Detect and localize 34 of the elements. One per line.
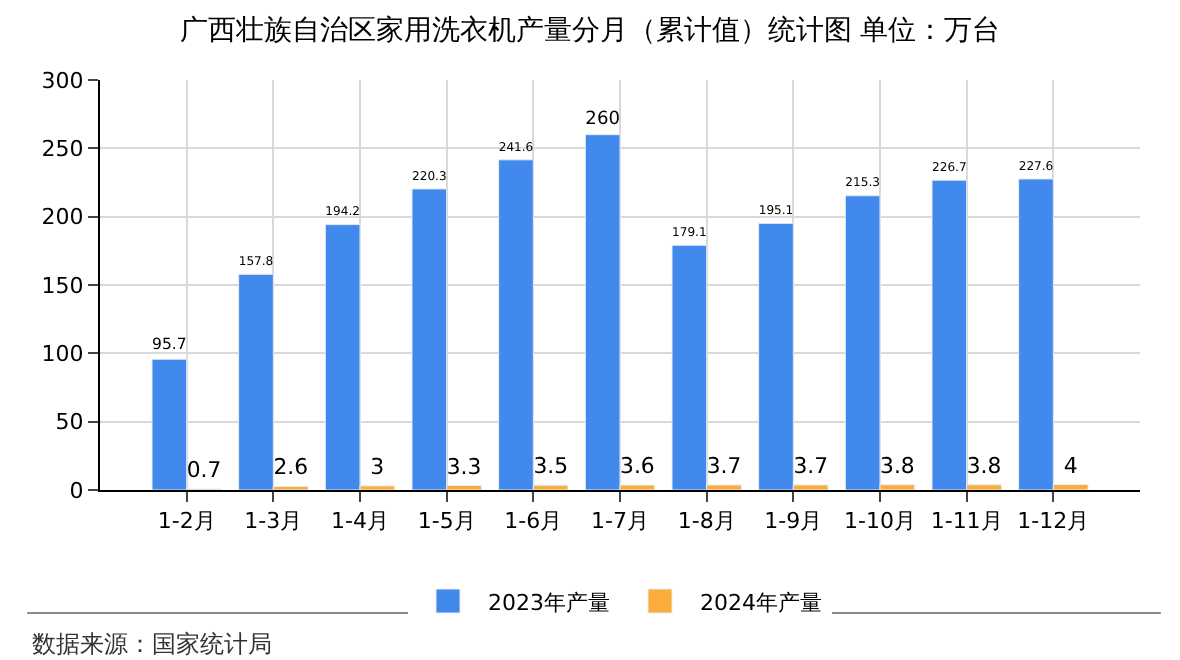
y-tick-label: 250 [41,136,84,163]
y-tick-label: 150 [41,272,84,299]
data-label: 0.7 [186,457,222,484]
x-tick-label: 1-6月 [504,508,563,535]
legend-label: 2023年产量 [488,589,610,616]
data-label: 2.6 [273,454,309,481]
y-tick-label: 100 [41,341,84,368]
x-tick-label: 1-11月 [930,508,1003,535]
source-note: 数据来源：国家统计局 [32,630,272,658]
x-tick-label: 1-12月 [1017,508,1090,535]
data-label: 3.3 [446,453,482,480]
data-label: 3.7 [706,452,742,479]
y-tick-label: 50 [55,409,84,436]
x-tick-label: 1-3月 [244,508,303,535]
x-tick-label: 1-10月 [844,508,916,535]
x-tick-label: 1-7月 [591,508,649,535]
y-tick-label: 300 [41,67,84,94]
data-label: 4 [1063,452,1078,479]
data-label: 3.8 [966,452,1002,479]
data-label: 3.6 [620,453,655,480]
y-tick-label: 200 [41,204,84,231]
legend-label: 2024年产量 [700,589,822,616]
x-tick-label: 1-8月 [677,508,736,535]
data-label: 3.7 [793,453,828,479]
chart-title: 广西壮族自治区家用洗衣机产量分月（累计值）统计图 单位：万台 [179,15,1001,48]
data-label: 3 [370,453,385,480]
data-label: 3.8 [880,452,915,479]
data-label: 3.5 [533,453,568,480]
y-tick-label: 0 [69,477,84,504]
x-tick-label: 1-4月 [331,508,389,535]
x-tick-label: 1-2月 [157,508,216,535]
x-tick-label: 1-9月 [764,508,823,535]
x-tick-label: 1-5月 [417,508,476,535]
data-label: 260 [585,109,621,130]
